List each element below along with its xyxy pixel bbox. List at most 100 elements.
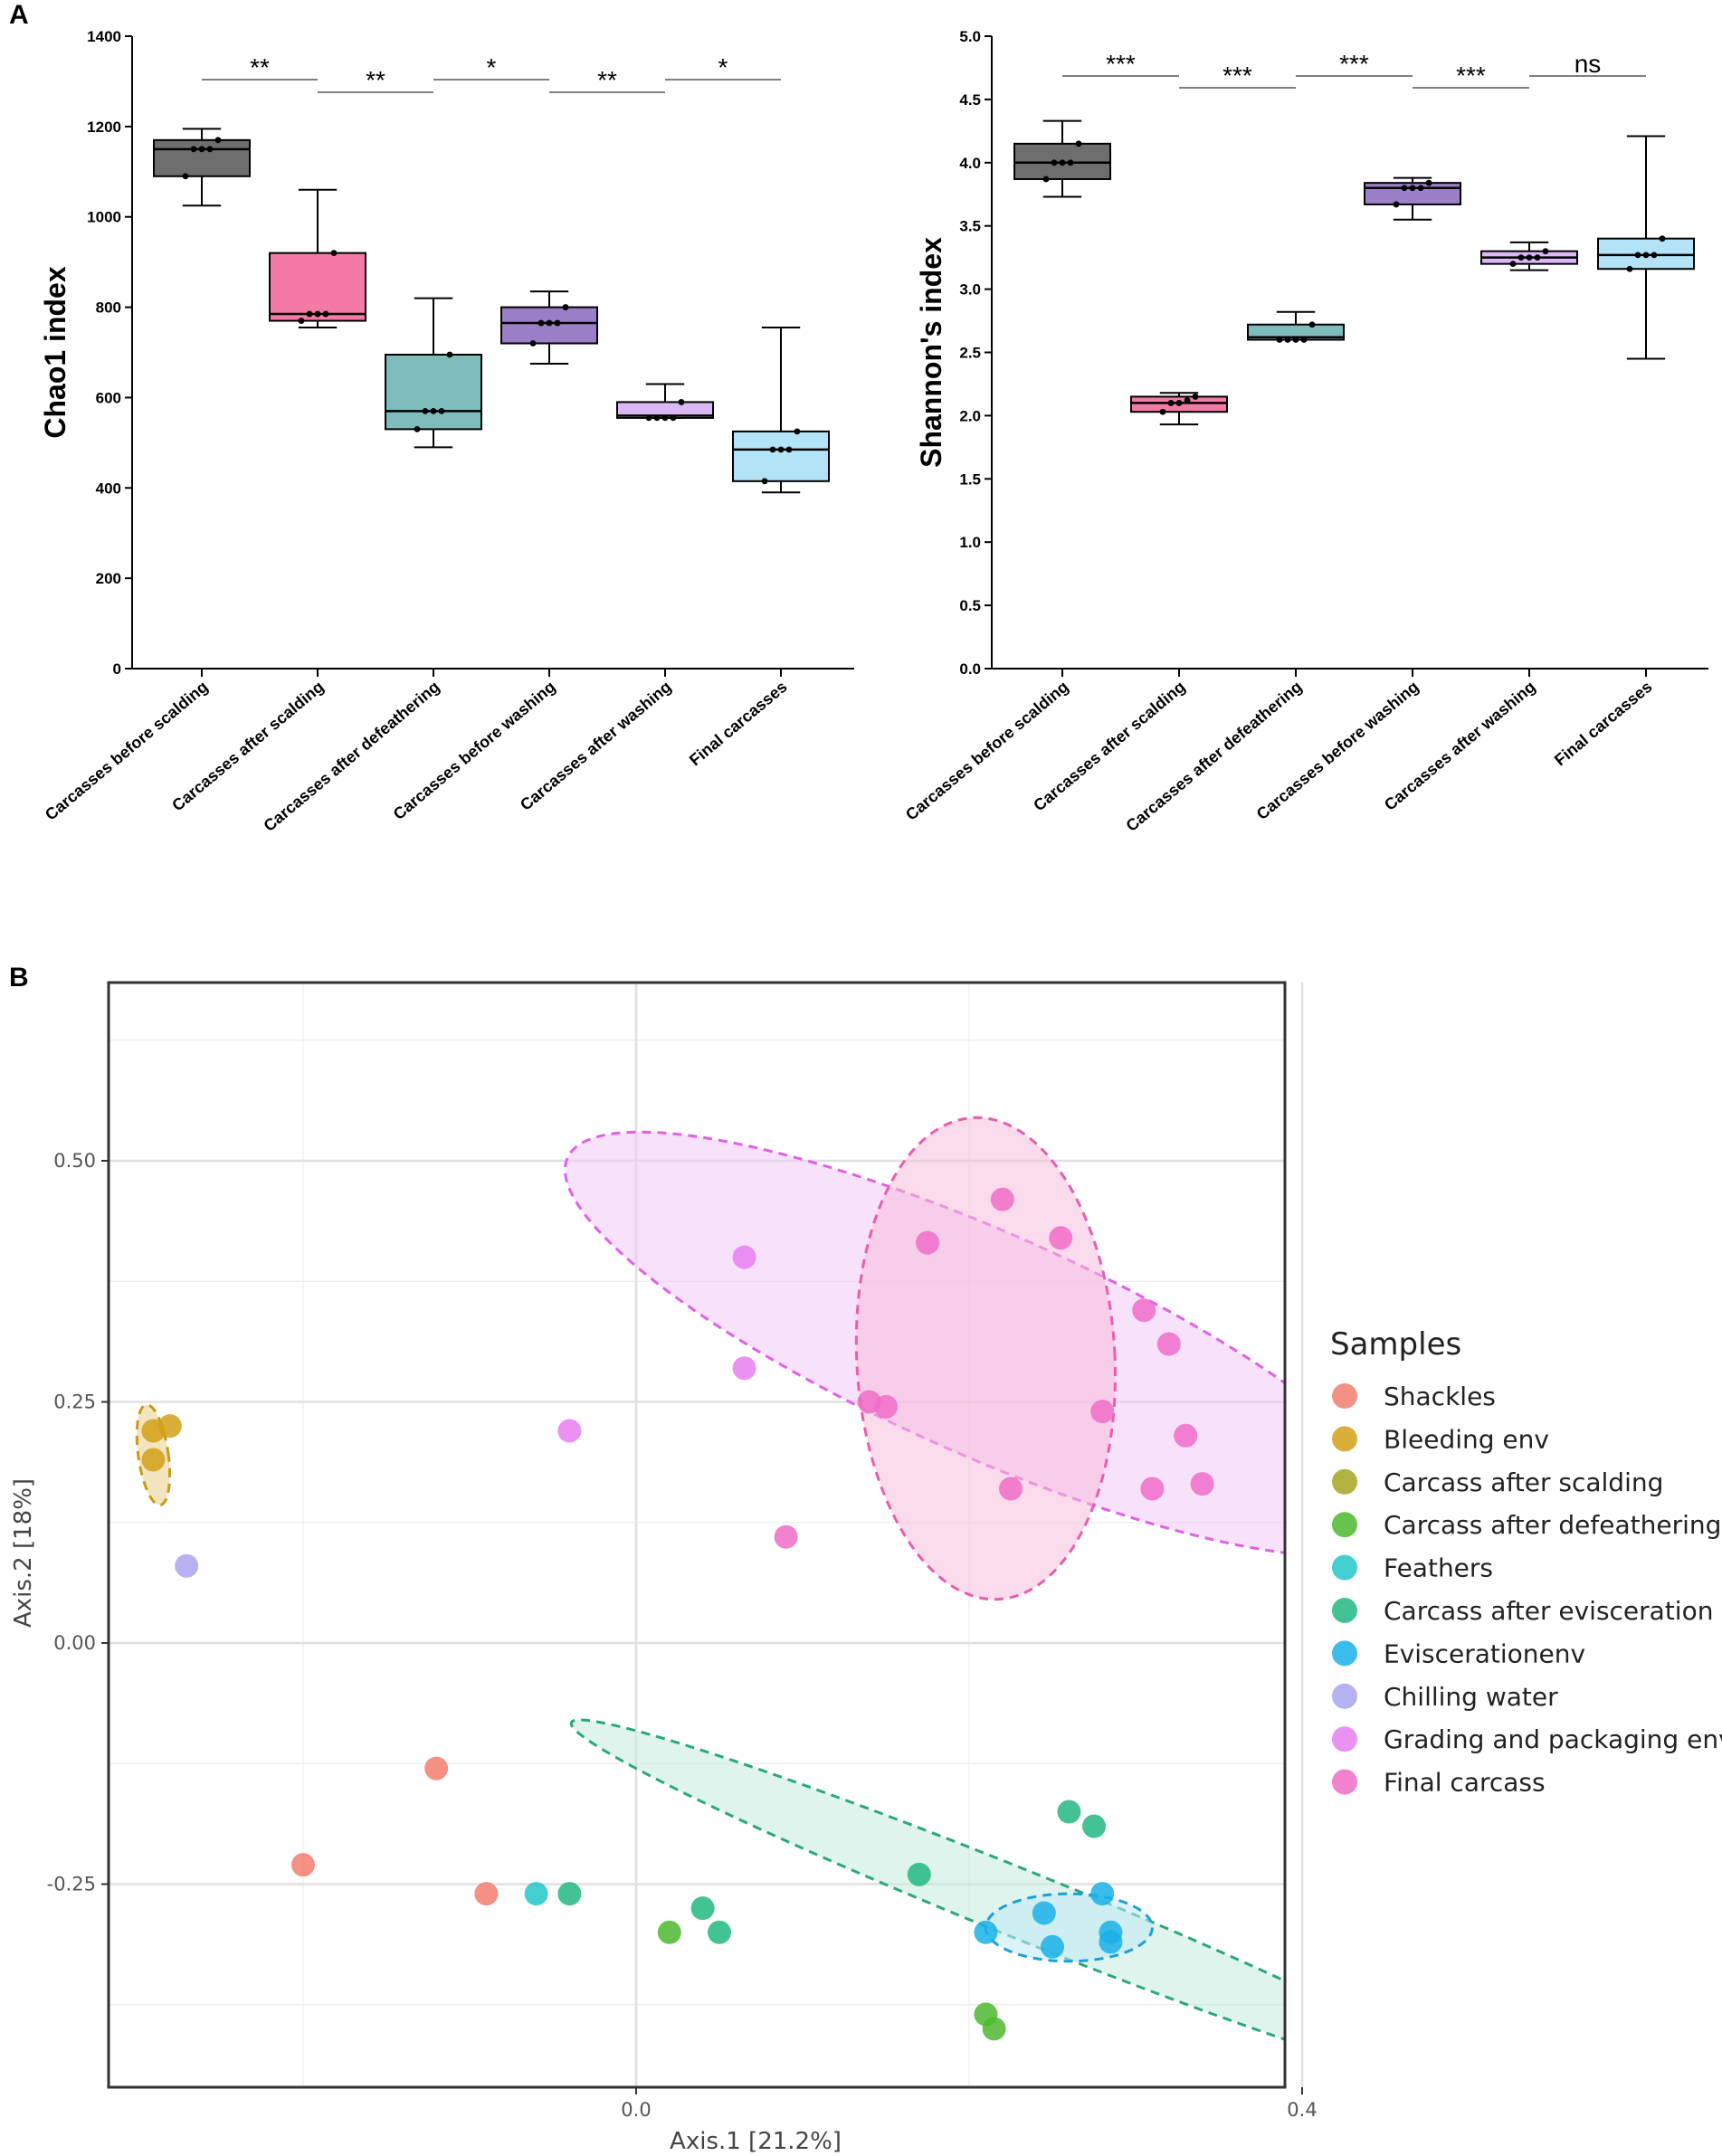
data-point: [1159, 408, 1166, 415]
panel-b-label: B: [9, 963, 29, 993]
legend-swatch: [1332, 1726, 1357, 1752]
sample-point: [774, 1524, 798, 1549]
sample-point: [1090, 1882, 1115, 1906]
data-point: [414, 425, 421, 432]
data-point: [794, 428, 801, 435]
box-iqr: [385, 353, 482, 431]
legend-label: Final carcass: [1384, 1768, 1546, 1798]
sample-point: [874, 1394, 898, 1419]
panel-a-label: A: [9, 0, 29, 30]
y-tick-label: 1200: [87, 119, 121, 136]
sample-point: [1049, 1226, 1073, 1250]
box-6: [1597, 135, 1695, 360]
y-tick-label: 2.0: [959, 407, 981, 424]
box-4: [500, 290, 598, 365]
sample-point: [524, 1882, 548, 1906]
data-point: [322, 310, 329, 318]
data-point: [1292, 337, 1299, 343]
sample-point: [557, 1419, 582, 1443]
sample-point: [1082, 1814, 1106, 1838]
box-6: [732, 327, 830, 494]
x-axis-title: Axis.1 [21.2%]: [670, 2128, 842, 2155]
sample-point: [141, 1448, 166, 1472]
data-point: [1276, 337, 1283, 343]
box-2: [1130, 392, 1228, 426]
sample-point: [557, 1882, 582, 1906]
legend-item: Carcass after evisceration: [1332, 1596, 1713, 1626]
legend-item: Eviscerationenv: [1332, 1638, 1585, 1668]
data-point: [1409, 185, 1416, 192]
data-point: [1042, 176, 1050, 183]
data-point: [761, 478, 768, 485]
significance-label: ***: [1339, 50, 1369, 78]
data-point: [446, 351, 453, 358]
data-point: [562, 304, 569, 310]
data-point: [182, 173, 189, 180]
box-iqr: [153, 138, 251, 177]
y-tick-label: 1.0: [959, 534, 981, 551]
y-tick-label: -0.25: [47, 1874, 96, 1895]
data-point: [1642, 252, 1650, 259]
data-point: [1626, 265, 1633, 272]
category-label: Final carcasses: [686, 678, 791, 770]
significance-label: *: [487, 53, 497, 81]
sample-point: [999, 1477, 1023, 1501]
data-point: [1417, 185, 1424, 192]
significance-label: **: [597, 66, 617, 94]
legend-swatch: [1332, 1554, 1357, 1581]
sample-point: [1099, 1930, 1123, 1954]
legend-item: Carcass after scalding: [1332, 1467, 1663, 1497]
y-tick-label: 2.5: [959, 345, 981, 362]
data-point: [1184, 397, 1191, 404]
sample-point: [1190, 1472, 1214, 1496]
sample-point: [1057, 1800, 1081, 1824]
data-point: [330, 250, 338, 257]
legend-item: Feathers: [1332, 1553, 1493, 1583]
sample-point: [1156, 1332, 1181, 1356]
legend-label: Chilling water: [1384, 1682, 1558, 1712]
sample-point: [708, 1920, 731, 1944]
y-tick-label: 800: [96, 299, 121, 317]
data-point: [1534, 254, 1541, 261]
sample-point: [291, 1853, 315, 1877]
box-iqr: [269, 252, 366, 322]
sample-point: [141, 1419, 166, 1443]
legend-item: Final carcass: [1332, 1768, 1546, 1798]
y-tick-label: 3.5: [959, 218, 981, 235]
y-axis-title: Shannon's index: [915, 237, 947, 468]
y-tick-label: 0.5: [959, 597, 981, 614]
sample-point: [990, 1187, 1014, 1211]
data-point: [653, 414, 661, 422]
y-axis-title: Axis.2 [18%]: [10, 1478, 37, 1628]
legend-swatch: [1332, 1640, 1357, 1667]
sample-point: [75, 1578, 99, 1601]
y-axis-title: Chao1 index: [39, 266, 71, 438]
data-point: [422, 408, 429, 414]
box-1: [1013, 119, 1111, 198]
sample-point: [657, 1920, 681, 1944]
legend-swatch: [1332, 1598, 1357, 1623]
data-point: [769, 446, 776, 453]
y-tick-label: 400: [96, 480, 121, 497]
data-point: [306, 310, 313, 318]
legend-swatch: [1332, 1426, 1357, 1452]
box-3: [1247, 310, 1345, 343]
sample-point: [1041, 1934, 1064, 1959]
y-tick-label: 0.0: [959, 660, 981, 678]
legend-label: Carcass after defeathering: [1384, 1510, 1721, 1540]
data-point: [1075, 140, 1082, 147]
data-point: [206, 146, 214, 153]
sample-point: [1174, 1423, 1198, 1448]
legend-label: Carcass after evisceration: [1384, 1596, 1713, 1626]
data-point: [1401, 185, 1408, 192]
box-5: [616, 383, 714, 422]
data-point: [645, 414, 652, 422]
significance-label: **: [366, 66, 385, 94]
y-tick-label: 600: [96, 389, 121, 406]
data-point: [1308, 321, 1316, 328]
sample-point: [1140, 1477, 1165, 1501]
legend-item: Carcass after defeathering: [1332, 1510, 1721, 1540]
data-point: [1517, 254, 1525, 261]
